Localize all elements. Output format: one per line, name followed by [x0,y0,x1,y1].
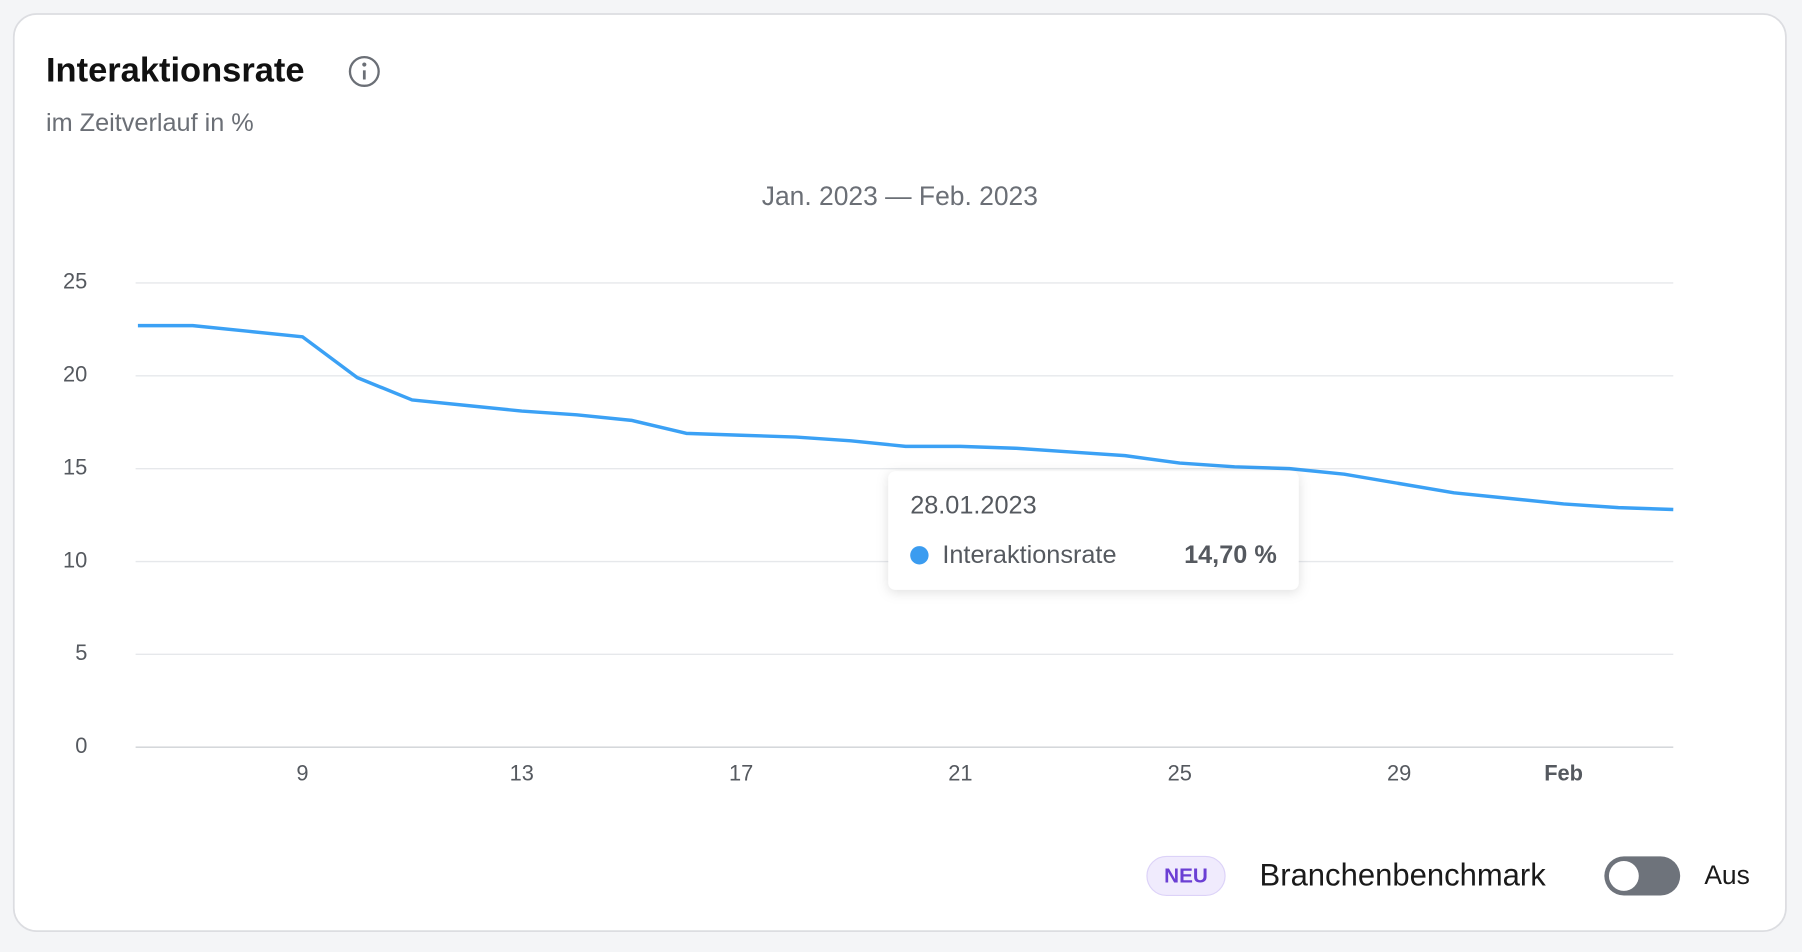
tooltip-date: 28.01.2023 [910,492,1036,520]
badge-text: NEU [1164,865,1208,888]
footer: NEU Branchenbenchmark Aus [1146,855,1750,897]
x-tick-label: 9 [296,761,308,786]
tooltip-value: 14,70 % [1184,541,1277,569]
y-tick-label: 5 [75,640,87,665]
tooltip-series: Interaktionsrate [942,541,1116,569]
tooltip-box [888,471,1299,590]
date-range: Jan. 2023 — Feb. 2023 [762,181,1038,211]
y-tick-label: 15 [63,454,87,479]
x-tick-label: 17 [729,761,753,786]
toggle[interactable] [1604,856,1681,896]
badge [1146,855,1226,897]
benchmark-label: Branchenbenchmark [1260,857,1547,892]
info-icon[interactable] [348,55,380,87]
series-line [137,323,1674,512]
x-tick-label: 25 [1168,761,1192,786]
y-tick-label: 10 [63,547,87,572]
tooltip-dot [910,546,929,565]
y-tick-label: 0 [75,733,87,758]
y-tick-label: 25 [63,269,87,294]
title: Interaktionsrate [46,52,305,90]
toggle-state: Aus [1704,860,1750,890]
tooltip: 28.01.2023 Interaktionsrate 14,70 % [888,471,1299,590]
y-tick-label: 20 [63,362,87,387]
x-tick-label: 29 [1387,761,1411,786]
x-tick-label: Feb [1544,761,1583,786]
subtitle: im Zeitverlauf in % [46,109,254,137]
x-tick-label: 21 [948,761,972,786]
x-tick-label: 13 [510,761,534,786]
